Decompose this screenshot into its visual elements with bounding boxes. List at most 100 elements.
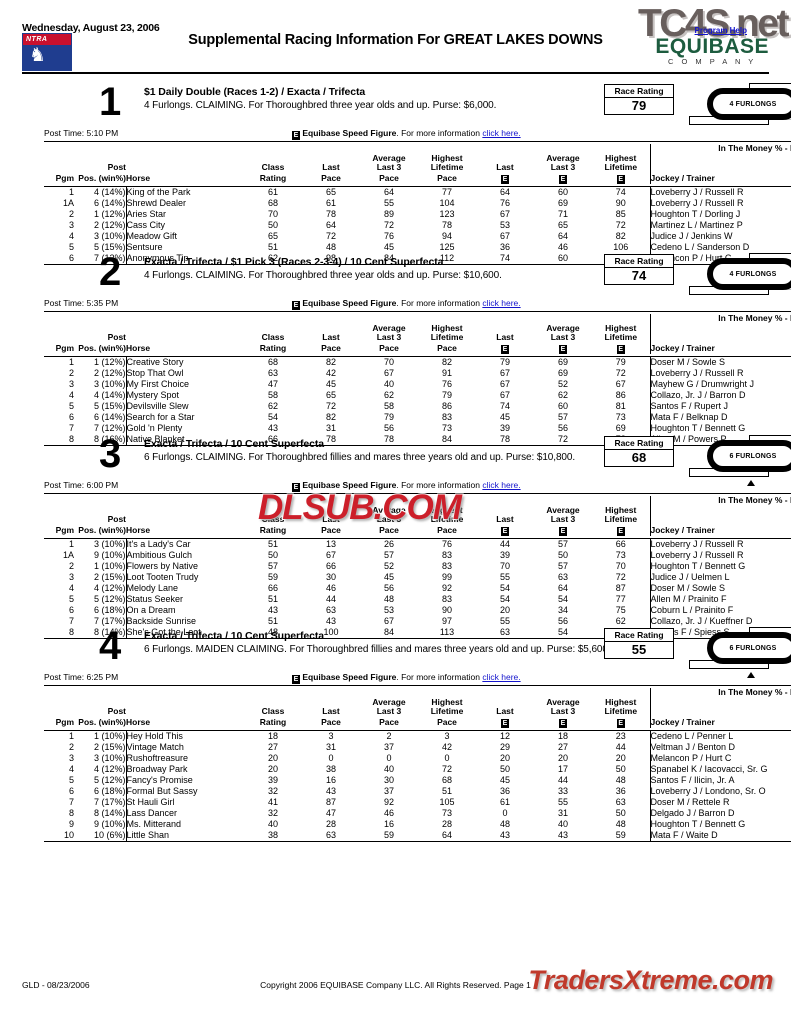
cell-post-pos: 9 (10%): [93, 549, 126, 560]
cell-class-rating: 47: [267, 378, 278, 389]
table-row[interactable]: 8 8 (14%) Lass Dancer 32 47 46 73 0 31 5…: [44, 807, 791, 819]
table-row[interactable]: 2 1 (12%) Aries Star 70 78 89 123 67 71 …: [44, 208, 791, 220]
cell-avg3-e: 20: [557, 752, 568, 763]
cell-highest-lifetime-e: 74: [592, 186, 651, 198]
table-row[interactable]: 10 10 (6%) Little Shan 38 63 59 64 43 43…: [44, 829, 791, 841]
th-lastpace-l2: Pace: [321, 343, 341, 353]
cell-class-rating: 58: [267, 389, 278, 400]
cell-class-rating: 70: [267, 208, 278, 219]
click-here-link[interactable]: click here.: [482, 672, 521, 682]
table-row[interactable]: 7 7 (17%) Backside Sunrise 51 43 67 97 5…: [44, 615, 791, 627]
table-row[interactable]: 4 4 (12%) Melody Lane 66 46 56 92 54 64 …: [44, 582, 791, 594]
table-row[interactable]: 1A 6 (14%) Shrewd Dealer 68 61 55 104 76…: [44, 197, 791, 209]
track-oval: 6 FURLONGS: [707, 440, 791, 472]
table-row[interactable]: 2 2 (12%) Stop That Owl 63 42 67 91 67 6…: [44, 367, 791, 379]
table-row[interactable]: 6 6 (18%) Formal But Sassy 32 43 37 51 3…: [44, 785, 791, 797]
cell-pgm: 6: [68, 252, 74, 263]
click-here-link[interactable]: click here.: [482, 128, 521, 138]
cell-avg3-e: 54: [557, 593, 568, 604]
cell-avg3-e: 60: [557, 186, 568, 197]
table-row[interactable]: 5 5 (15%) Devilsville Slew 62 72 58 86 7…: [44, 400, 791, 412]
cell-class-rating: 62: [267, 400, 278, 411]
race-wager-types: Exacta / Trifecta / 10 Cent Superfecta: [144, 438, 325, 450]
cell-post-pos: 2 (12%): [93, 367, 126, 378]
cell-class-rating: 65: [267, 230, 278, 241]
table-row[interactable]: 6 6 (18%) On a Dream 43 63 53 90 20 34 7…: [44, 604, 791, 616]
cell-avg3-pace: 64: [383, 186, 394, 197]
table-row[interactable]: 3 2 (15%) Loot Tooten Trudy 59 30 45 99 …: [44, 571, 791, 583]
cell-pgm: 3: [68, 378, 74, 389]
cell-last-e: 55: [499, 615, 510, 626]
cell-last-pace: 87: [325, 796, 336, 807]
table-row[interactable]: 1 3 (10%) It's a Lady's Car 51 13 26 76 …: [44, 538, 791, 550]
cell-avg3-e: 56: [557, 615, 568, 626]
table-row[interactable]: 6 6 (14%) Search for a Star 54 82 79 83 …: [44, 411, 791, 423]
table-row[interactable]: 7 7 (17%) St Hauli Girl 41 87 92 105 61 …: [44, 796, 791, 808]
cell-horse: Backside Sunrise: [125, 615, 244, 627]
click-here-link[interactable]: click here.: [482, 298, 521, 308]
table-row[interactable]: 3 3 (10%) My First Choice 47 45 40 76 67…: [44, 378, 791, 390]
table-row[interactable]: 3 3 (10%) Rushoftreasure 20 0 0 0 20 20 …: [44, 752, 791, 764]
cell-last-e: 74: [499, 252, 510, 263]
cell-pgm: 2: [68, 741, 74, 752]
cell-last-pace: 28: [325, 818, 336, 829]
cell-highest-lifetime-e: 73: [592, 549, 651, 561]
race-rating-box: Race Rating 68: [604, 436, 674, 467]
header-divider: [22, 72, 769, 74]
cell-pgm: 1: [68, 356, 74, 367]
cell-avg3-pace: 37: [383, 785, 394, 796]
cell-jockey-trainer: Mata F / Belknap D: [650, 411, 728, 422]
cell-highest-lifetime-e: 75: [592, 604, 651, 616]
table-row[interactable]: 5 5 (12%) Status Seeker 51 44 48 83 54 5…: [44, 593, 791, 605]
cell-post-pos: 1 (10%): [93, 730, 126, 741]
cell-last-e: 70: [499, 560, 510, 571]
cell-class-rating: 39: [267, 774, 278, 785]
cell-highest-lifetime-pace: 76: [441, 538, 452, 549]
cell-pgm: 2: [68, 367, 74, 378]
table-row[interactable]: 9 9 (10%) Ms. Mitterand 40 28 16 28 48 4…: [44, 818, 791, 830]
cell-post-pos: 8 (16%): [93, 433, 126, 444]
cell-avg3-e: 52: [557, 378, 568, 389]
race-rating-value: 55: [631, 642, 647, 657]
table-row[interactable]: 1 1 (12%) Creative Story 68 82 70 82 79 …: [44, 356, 791, 368]
cell-last-e: 45: [499, 411, 510, 422]
program-help-link[interactable]: Program Help: [694, 26, 747, 35]
table-row[interactable]: 4 4 (12%) Broadway Park 20 38 40 72 50 1…: [44, 763, 791, 775]
table-row[interactable]: 5 5 (12%) Fancy's Promise 39 16 30 68 45…: [44, 774, 791, 786]
cell-last-pace: 47: [325, 807, 336, 818]
cell-horse: Melody Lane: [125, 582, 244, 594]
th-avg3pace-l2: Pace: [379, 173, 399, 183]
cell-highest-lifetime-e: 63: [592, 796, 651, 808]
cell-horse: Cass City: [125, 219, 244, 231]
post-time-row: Post Time: 6:00 PM E Equibase Speed Figu…: [44, 480, 791, 493]
cell-highest-lifetime-pace: 112: [439, 252, 455, 263]
money-band-title: In The Money % - Previous 12 Months: [718, 313, 791, 323]
table-row[interactable]: 1 4 (14%) King of the Park 61 65 64 77 6…: [44, 186, 791, 198]
table-row[interactable]: 2 1 (10%) Flowers by Native 57 66 52 83 …: [44, 560, 791, 572]
cell-post-pos: 7 (12%): [93, 252, 126, 263]
table-row[interactable]: 1A 9 (10%) Ambitious Gulch 50 67 57 83 3…: [44, 549, 791, 561]
cell-last-e: 44: [499, 538, 510, 549]
table-row[interactable]: 2 2 (15%) Vintage Match 27 31 37 42 29 2…: [44, 741, 791, 753]
race-entries-table: In The Money % - Previous 12 Months Post…: [44, 311, 791, 448]
click-here-link[interactable]: click here.: [482, 480, 521, 490]
race-conditions: 6 Furlongs. CLAIMING. For Thoroughbred f…: [144, 452, 576, 463]
cell-avg3-e: 69: [557, 367, 568, 378]
cell-last-pace: 66: [325, 560, 336, 571]
cell-jockey-trainer: Houghton T / Dorling J: [650, 208, 741, 219]
cell-avg3-pace: 46: [383, 807, 394, 818]
th-lastpace-l1: Last: [322, 162, 340, 172]
cell-horse: Little Shan: [125, 829, 244, 841]
table-row[interactable]: 1 1 (10%) Hey Hold This 18 3 2 3 12 18 2…: [44, 730, 791, 742]
table-row[interactable]: 5 5 (15%) Sentsure 51 48 45 125 36 46 10…: [44, 241, 791, 253]
cell-pgm: 7: [68, 422, 74, 433]
table-row[interactable]: 4 3 (10%) Meadow Gift 65 72 76 94 67 64 …: [44, 230, 791, 242]
table-row[interactable]: 3 2 (12%) Cass City 50 64 72 78 53 65 72…: [44, 219, 791, 231]
cell-post-pos: 1 (10%): [93, 560, 126, 571]
table-row[interactable]: 4 4 (14%) Mystery Spot 58 65 62 79 67 62…: [44, 389, 791, 401]
table-header-row-money: In The Money % - Previous 12 Months: [44, 687, 791, 698]
cell-jockey-trainer: Houghton T / Bennett G: [650, 422, 746, 433]
table-row[interactable]: 7 7 (12%) Gold 'n Plenty 43 31 56 73 39 …: [44, 422, 791, 434]
th-post-pos: Pos. (win%): [78, 717, 126, 727]
cell-post-pos: 4 (12%): [93, 582, 126, 593]
